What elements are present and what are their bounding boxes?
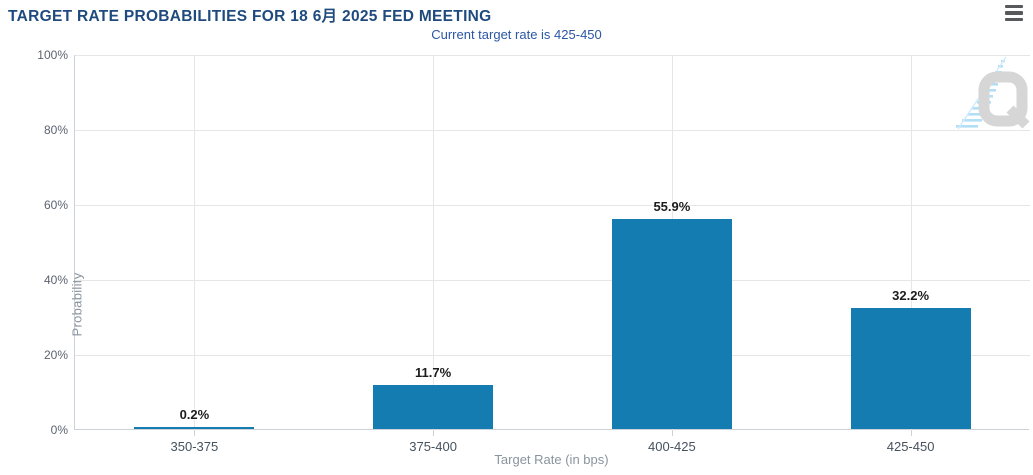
x-axis-tick (433, 430, 435, 436)
x-axis-category-label: 400-425 (648, 439, 696, 454)
quikstrike-watermark-icon (956, 56, 1030, 130)
x-axis-tick (671, 430, 673, 436)
x-axis-title: Target Rate (in bps) (494, 452, 609, 467)
gridline-horizontal (75, 55, 1030, 56)
probability-bar[interactable] (611, 219, 732, 429)
plot-area: Probability 0% 20% 40% 60% 80% 100% 0.2% 350-37… (37, 48, 1030, 454)
gridline-horizontal (75, 355, 1030, 356)
bar-data-label: 11.7% (415, 365, 452, 381)
y-axis-tick-label: 20% (43, 348, 68, 362)
y-axis-tick-label: 40% (43, 273, 68, 287)
bar-data-label: 55.9% (653, 199, 691, 215)
probability-bar[interactable] (373, 385, 494, 429)
x-axis-tick (910, 430, 912, 436)
gridline-horizontal (75, 130, 1030, 131)
x-axis-category-label: 350-375 (170, 439, 219, 454)
gridline-vertical (433, 55, 435, 430)
gridline-horizontal (75, 205, 1030, 206)
gridline-vertical (910, 55, 912, 430)
chart-title: TARGET RATE PROBABILITIES FOR 18 6月 2025… (8, 8, 492, 25)
bar-data-label: 32.2% (892, 288, 930, 304)
probability-bar[interactable] (134, 427, 255, 429)
x-axis-category-label: 375-400 (409, 439, 457, 454)
x-axis-category-label: 425-450 (886, 439, 935, 454)
hamburger-icon (1005, 17, 1023, 21)
hamburger-icon (1005, 11, 1023, 15)
y-axis-title: Probability (69, 272, 85, 337)
probability-bar[interactable] (850, 308, 971, 429)
y-axis-tick-label: 0% (50, 423, 68, 437)
gridline-horizontal (75, 280, 1030, 281)
chart-context-menu-button[interactable] (1005, 5, 1025, 21)
chart-subtitle: Current target rate is 425-450 (431, 27, 602, 42)
y-axis-tick-label: 100% (37, 48, 68, 62)
y-axis-tick-label: 80% (43, 123, 68, 137)
x-axis-tick (194, 430, 196, 436)
y-axis-tick-label: 60% (43, 198, 68, 212)
hamburger-icon (1005, 5, 1023, 9)
gridline-vertical (194, 55, 196, 430)
bar-data-label: 0.2% (179, 407, 210, 422)
